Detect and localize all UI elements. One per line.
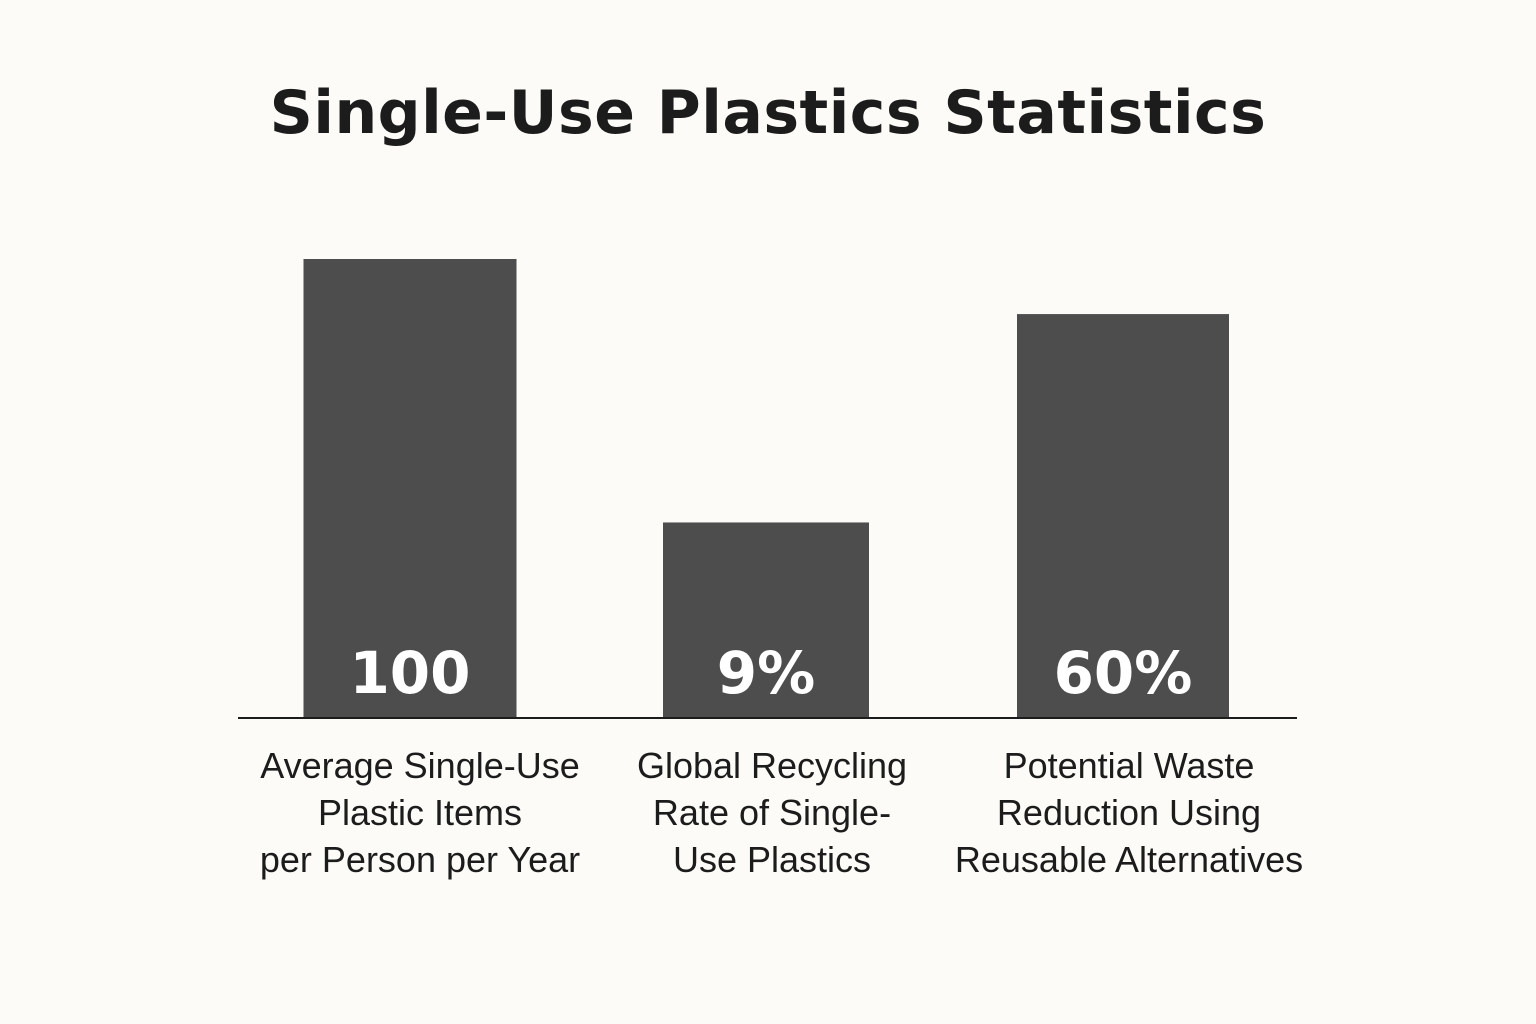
category-label-1-line-2: Plastic Items <box>318 792 522 833</box>
category-label-3-line-1: Potential Waste <box>1004 745 1255 786</box>
bar-value-label-3: 60% <box>1054 639 1193 707</box>
category-label-2-line-3: Use Plastics <box>673 839 871 880</box>
category-label-1-line-1: Average Single-Use <box>260 745 580 786</box>
category-label-3-line-3: Reusable Alternatives <box>955 839 1303 880</box>
category-label-2-line-2: Rate of Single- <box>653 792 891 833</box>
category-label-1-line-3: per Person per Year <box>260 839 580 880</box>
bar-3 <box>1017 314 1229 718</box>
category-label-2-line-1: Global Recycling <box>637 745 907 786</box>
bar-2 <box>663 522 869 718</box>
category-label-3-line-2: Reduction Using <box>997 792 1261 833</box>
bar-value-label-2: 9% <box>717 639 815 707</box>
labels-layer: 100 Average Single-Use Plastic Items per Pe… <box>260 639 1303 880</box>
chart-title: Single-Use Plastics Statistics <box>269 78 1267 148</box>
bars-layer <box>303 259 1229 718</box>
bar-1 <box>303 259 517 718</box>
bar-value-label-1: 100 <box>349 639 470 707</box>
